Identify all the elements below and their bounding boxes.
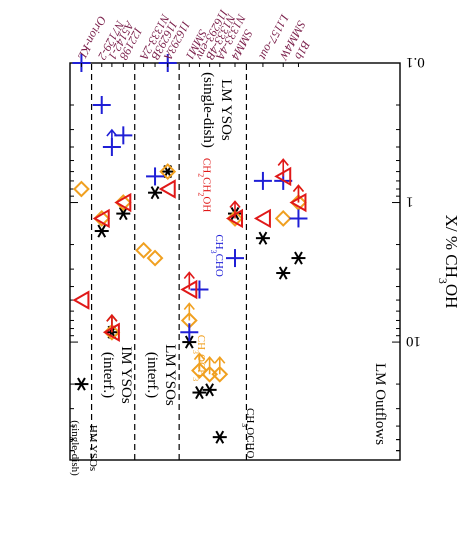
ch3ocho-point [94,224,109,238]
asterisk-stroke [278,266,288,280]
group-sublabel: (single-dish) [69,420,81,476]
asterisk-stroke [77,377,86,391]
ch2ch2oh-point [72,290,90,310]
group-sublabel: (single-dish) [200,72,216,148]
ch3ocho-point [212,430,227,444]
source-labels: B1bSMM4WL1157-outSMM4N1333-4AN1333-4BI16… [75,6,313,67]
ch3ocho-point [202,383,217,397]
group-separators [90,63,248,460]
species-label-ch3ocho: CH3OCHO [241,408,257,458]
ch3och3-point [73,180,90,198]
ch3cho-point [92,96,111,115]
y-axis: 0.1 1 10 X/ % CH3OH [70,54,461,461]
ch3ocho-point [276,266,291,280]
y-tick-label: 1 [406,194,414,210]
asterisk-stroke [195,385,204,400]
ch3ocho-point [116,207,131,221]
ch3och3-point-limit-arrowhead [183,302,195,310]
ch3cho-point [180,323,199,342]
ch3och3-point [274,210,292,227]
ch3och3-point-limit-arrowhead [214,355,226,364]
ch2ch2oh-point-limit-arrowhead [277,158,289,166]
ch2ch2oh-point [158,179,176,199]
asterisk-stroke [215,430,225,444]
ch3cho-point [146,167,165,186]
ch3och3-point [159,163,177,180]
asterisk-stroke [258,231,268,245]
group-label: LM YSOs [218,79,234,141]
ch3cho-point [190,280,209,299]
ch2ch2oh-point-limit-arrowhead [183,271,195,280]
group-sublabel: (interf.) [144,352,160,398]
ch3och3-point-limit-arrowhead [193,352,206,361]
ch2ch2oh-point [114,192,132,213]
ch2ch2oh-point-limit-arrowhead [106,313,118,322]
asterisk-stroke [97,224,107,238]
ch3cho-point-limit-arrowhead [106,128,118,137]
y-axis-label: X/ % CH3OH [436,215,461,309]
ch2ch2oh-point [253,208,271,229]
ch2ch2oh-point-limit-arrowhead [292,184,305,193]
ch3ocho-point [291,251,306,265]
data-marks [72,54,308,444]
asterisk-stroke [150,186,160,200]
ch3ocho-point [148,186,163,200]
asterisk-stroke [205,383,214,397]
group-label: IM YSOs [118,346,134,404]
y-tick-label: 0.1 [406,54,425,70]
ch2ch2oh-point-limit-arrowhead [229,200,241,208]
ch3och3-point [135,241,153,259]
asterisk-stroke [184,335,194,349]
ch3och3-point [146,249,164,267]
group-label: HM YSOs [87,425,99,471]
y-tick-label: 10 [406,333,421,349]
ch3ocho-point [192,385,207,400]
ch3ocho-point [182,335,197,349]
asterisk-stroke [118,207,128,221]
ch3ocho-point [74,377,89,391]
group-sublabel: (interf.) [100,352,116,398]
ch3cho-point [289,209,308,228]
ch3cho-point [226,249,244,268]
ch3och3-point-limit-arrowhead [204,355,216,364]
asterisk-stroke [294,251,303,265]
species-label-ch2ch2oh: CH2CH2OH [197,158,213,212]
ch2ch2oh-point [92,208,110,229]
ch3cho-point [253,171,272,190]
species-label-ch3cho: CH3CHO [209,234,225,277]
ch3ocho-point [255,231,270,245]
group-label: LM YSOs [162,344,178,406]
group-label: LM Outflows [372,363,388,445]
